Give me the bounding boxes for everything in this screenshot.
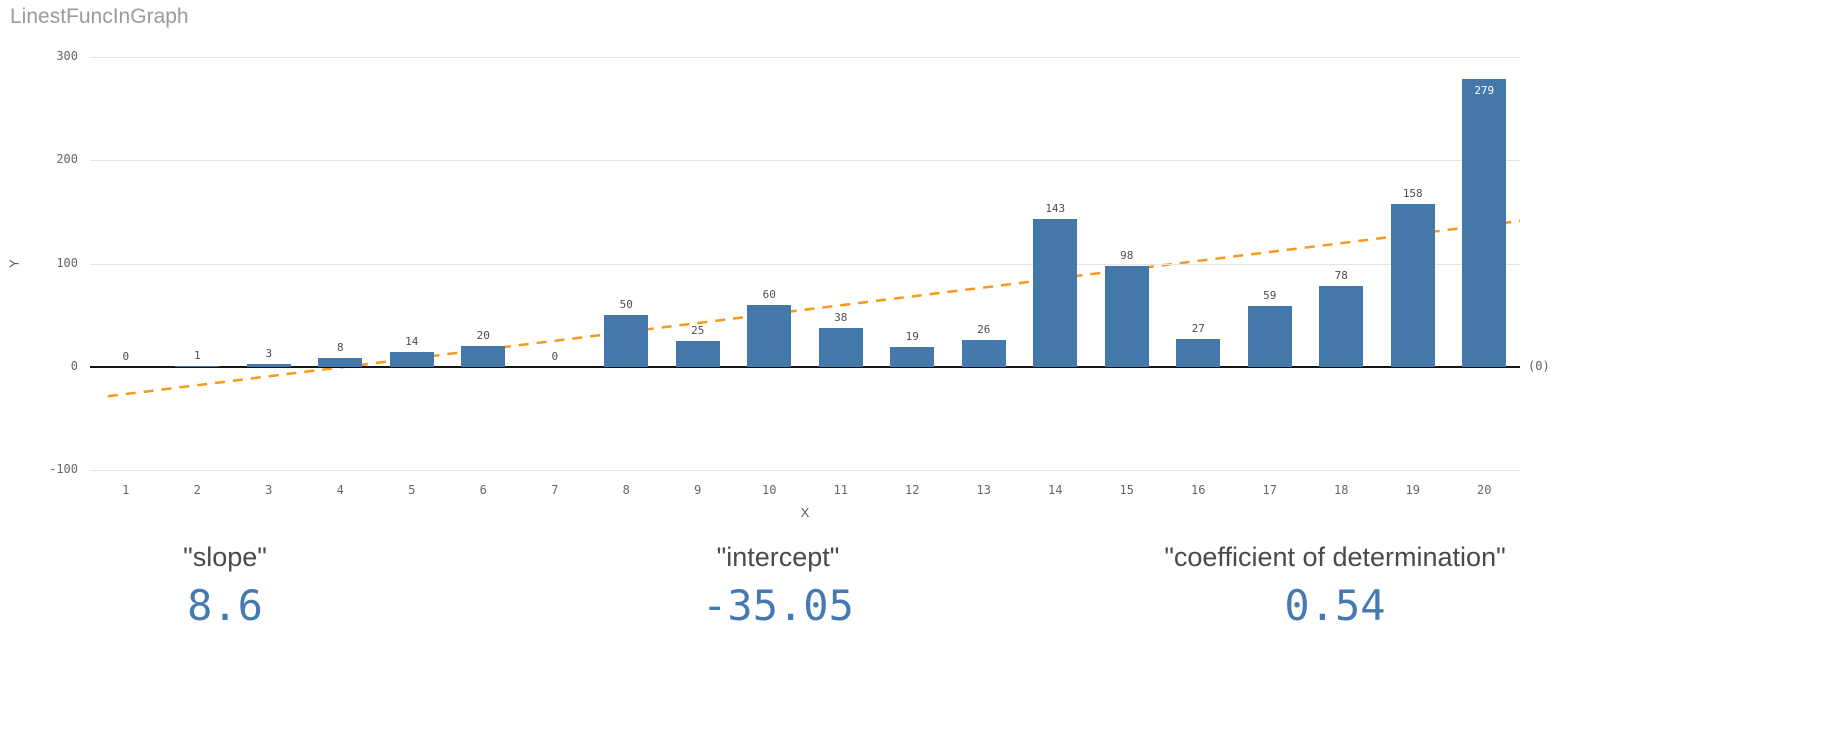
- bar-value-label: 0: [122, 349, 130, 363]
- bar-value-label: 158: [1402, 186, 1423, 200]
- gridline: [90, 263, 1520, 265]
- x-tick-label: 18: [1334, 483, 1349, 497]
- bar-x5[interactable]: [389, 352, 434, 367]
- bar-x3[interactable]: [246, 363, 291, 367]
- linear-trend-line: [107, 219, 1521, 398]
- bar-value-label: 8: [336, 341, 344, 355]
- y-tick-label: 300: [56, 49, 78, 63]
- kpi-coefficient-of-determination: "coefficient of determination" 0.54: [1164, 542, 1505, 630]
- bar-x14[interactable]: [1033, 219, 1078, 367]
- bar-value-label: 279: [1474, 83, 1495, 97]
- x-tick-label: 11: [833, 483, 848, 497]
- bar-x4[interactable]: [318, 358, 363, 367]
- kpi-slope-value: 8.6: [187, 581, 263, 630]
- kpi-coefficient-value: 0.54: [1284, 581, 1386, 630]
- gridline: [90, 57, 1520, 58]
- bar-value-label: 98: [1120, 248, 1134, 262]
- bar-x11[interactable]: [818, 327, 863, 367]
- kpi-slope-label: "slope": [183, 542, 267, 572]
- bar-value-label: 3: [265, 346, 273, 360]
- bar-x16[interactable]: [1176, 338, 1221, 367]
- y-tick-label: 0: [70, 358, 78, 373]
- bar-value-label: 1: [193, 348, 201, 362]
- bar-x10[interactable]: [747, 304, 792, 367]
- bar-x12[interactable]: [890, 347, 935, 367]
- x-tick-label: 6: [479, 483, 487, 497]
- chart-title: LinestFuncInGraph: [10, 5, 189, 28]
- bar-x18[interactable]: [1319, 286, 1364, 367]
- bar-x9[interactable]: [675, 340, 720, 367]
- y-tick-label: -100: [49, 462, 78, 476]
- bar-value-label: 143: [1045, 202, 1066, 216]
- bar-x2[interactable]: [175, 365, 220, 367]
- bar-x20[interactable]: [1462, 78, 1507, 367]
- x-tick-label: 8: [622, 483, 630, 497]
- bar-value-label: 38: [834, 310, 848, 324]
- gridline: [90, 160, 1520, 162]
- x-tick-label: 7: [551, 483, 559, 497]
- x-tick-label: 10: [762, 483, 777, 497]
- bar-value-label: 14: [405, 335, 419, 349]
- gridline: [90, 470, 1520, 471]
- x-tick-label: 2: [193, 483, 201, 497]
- bar-value-label: 59: [1263, 288, 1277, 302]
- bar-value-label: 27: [1191, 321, 1205, 335]
- bar-value-label: 50: [619, 298, 633, 312]
- x-tick-label: 14: [1048, 483, 1063, 497]
- y-tick-label: 100: [56, 255, 78, 270]
- zero-line-annotation: (0): [1528, 358, 1550, 373]
- bar-chart-plot-area: 0 1 3 8 14 20 0 50 25 60 38 19 26 143 98 27 59 78 158 279: [90, 57, 1521, 471]
- y-tick-label: 200: [56, 152, 78, 167]
- bar-x6[interactable]: [461, 346, 506, 367]
- x-tick-label: 20: [1477, 483, 1492, 497]
- bar-x8[interactable]: [604, 315, 649, 367]
- x-tick-label: 12: [905, 483, 920, 497]
- kpi-intercept: "intercept" -35.05: [702, 542, 854, 630]
- x-tick-label: 1: [122, 483, 130, 497]
- kpi-intercept-label: "intercept": [716, 542, 840, 572]
- x-tick-label: 4: [336, 483, 344, 497]
- bar-value-label: 19: [905, 330, 919, 344]
- x-tick-label: 15: [1119, 483, 1134, 497]
- kpi-slope: "slope" 8.6: [183, 542, 267, 630]
- bar-x15[interactable]: [1104, 265, 1149, 367]
- bar-value-label: 60: [762, 287, 776, 301]
- bar-value-label: 25: [691, 323, 705, 337]
- zero-axis-line: [90, 365, 1520, 368]
- bar-x13[interactable]: [961, 339, 1006, 367]
- bar-value-label: 20: [476, 329, 490, 343]
- kpi-coefficient-label: "coefficient of determination": [1164, 542, 1506, 572]
- x-tick-label: 17: [1262, 483, 1277, 497]
- bar-x19[interactable]: [1390, 203, 1435, 367]
- bar-value-label: 26: [977, 322, 991, 336]
- x-axis-title: X: [800, 505, 810, 520]
- bar-value-label: 78: [1334, 269, 1348, 283]
- x-tick-label: 5: [408, 483, 416, 497]
- x-tick-label: 3: [265, 483, 273, 497]
- x-tick-label: 16: [1191, 483, 1206, 497]
- bar-value-label: 0: [551, 349, 559, 363]
- x-tick-label: 9: [694, 483, 702, 497]
- x-tick-label: 19: [1405, 483, 1420, 497]
- bar-x17[interactable]: [1247, 305, 1292, 367]
- kpi-intercept-value: -35.05: [702, 581, 854, 630]
- x-tick-label: 13: [976, 483, 991, 497]
